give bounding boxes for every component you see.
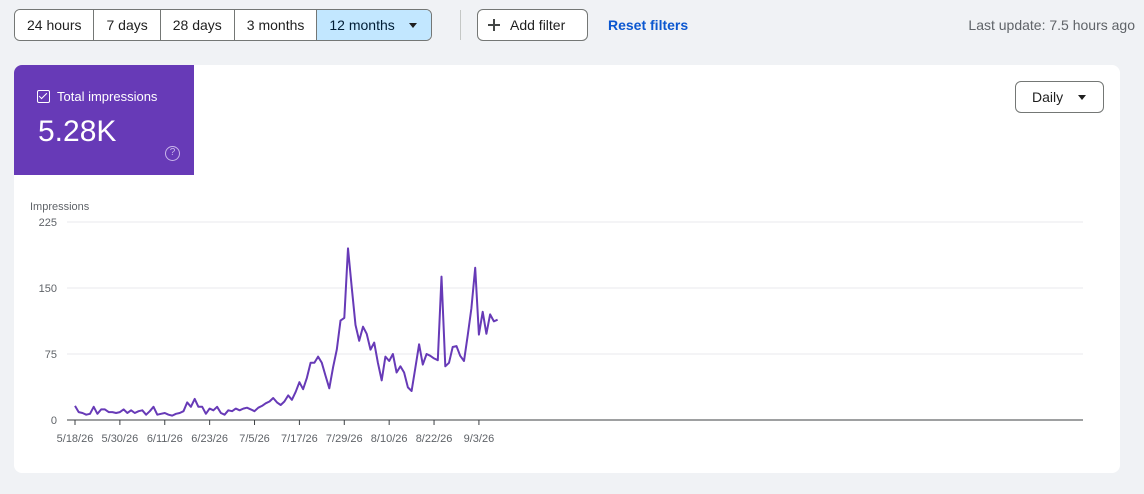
range-option-label: 24 hours (27, 17, 82, 33)
performance-card: Total impressions 5.28K ? Daily Impressi… (14, 65, 1120, 473)
x-tick-label: 7/17/26 (281, 433, 318, 445)
x-tick-label: 5/18/26 (57, 433, 94, 445)
x-tick-label: 6/23/26 (191, 433, 228, 445)
x-tick-label: 9/3/26 (464, 433, 495, 445)
x-tick-label: 7/29/26 (326, 433, 363, 445)
granularity-value: Daily (1032, 89, 1064, 105)
reset-filters-link[interactable]: Reset filters (608, 17, 689, 33)
x-tick-label: 5/30/26 (102, 433, 139, 445)
total-impressions-tile[interactable]: Total impressions 5.28K ? (14, 65, 194, 175)
impressions-line-chart: Impressions 0 75 150 225 5/18/26 5/30/26 6/11… (30, 201, 1083, 445)
y-tick-label: 225 (39, 217, 57, 229)
range-option-3-months[interactable]: 3 months (234, 10, 318, 40)
range-option-28-days[interactable]: 28 days (160, 10, 235, 40)
chevron-down-icon (408, 22, 417, 28)
range-option-7-days[interactable]: 7 days (94, 10, 161, 40)
x-tick-label: 6/11/26 (147, 433, 183, 445)
plus-icon (488, 19, 500, 31)
y-tick-label: 150 (39, 283, 57, 295)
metric-value: 5.28K (38, 115, 117, 148)
x-tick-label: 8/22/26 (416, 433, 453, 445)
add-filter-button[interactable]: Add filter (477, 9, 588, 41)
x-tick-label: 7/5/26 (239, 433, 270, 445)
add-filter-label: Add filter (510, 17, 566, 33)
range-option-label: 12 months (329, 17, 395, 33)
x-tick-label: 8/10/26 (371, 433, 408, 445)
last-update-text: Last update: 7.5 hours ago (968, 17, 1135, 33)
y-axis-title: Impressions (30, 201, 90, 213)
checkbox-checked-icon[interactable] (37, 90, 50, 103)
series-line-impressions (74, 247, 499, 417)
range-option-label: 7 days (106, 17, 148, 33)
y-tick-label: 0 (51, 415, 57, 427)
granularity-dropdown[interactable]: Daily (1015, 81, 1104, 113)
range-option-label: 3 months (246, 17, 305, 33)
chevron-down-icon (1078, 94, 1087, 100)
y-tick-label: 75 (45, 349, 57, 361)
range-option-label: 28 days (172, 17, 222, 33)
metric-label: Total impressions (57, 89, 158, 104)
help-icon[interactable]: ? (165, 146, 180, 161)
range-option-24-hours[interactable]: 24 hours (15, 10, 95, 40)
toolbar-divider (460, 10, 461, 40)
metric-label-row: Total impressions (37, 89, 157, 104)
range-option-12-months[interactable]: 12 months (317, 10, 431, 40)
date-range-selector: 24 hours 7 days 28 days 3 months 12 months (14, 9, 432, 41)
